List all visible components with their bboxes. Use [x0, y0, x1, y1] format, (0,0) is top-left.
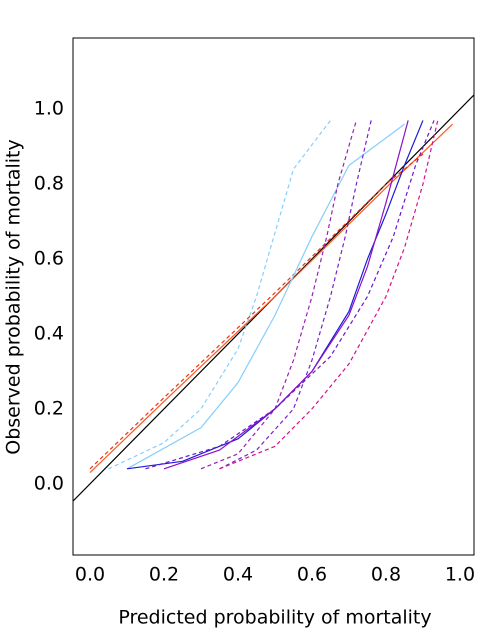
series-line — [145, 120, 435, 470]
y-tick-label: 0.0 — [34, 472, 64, 494]
series-line — [200, 120, 357, 470]
x-tick-label: 0.2 — [149, 564, 179, 586]
series-line — [108, 120, 331, 470]
y-tick-label: 1.0 — [34, 98, 64, 120]
y-axis-label: Observed probability of mortality — [3, 139, 25, 455]
y-tick-label: 0.2 — [34, 397, 64, 419]
series-line — [126, 120, 424, 470]
series-line — [219, 120, 439, 470]
y-tick-label: 0.8 — [34, 173, 64, 195]
series-line — [89, 153, 424, 470]
x-tick-label: 1.0 — [445, 564, 475, 586]
plot-frame — [72, 37, 475, 556]
y-tick-label: 0.4 — [34, 322, 64, 344]
x-tick-label: 0.8 — [371, 564, 401, 586]
x-tick-label: 0.6 — [297, 564, 327, 586]
series-line — [219, 120, 372, 470]
x-axis-label: Predicted probability of mortality — [118, 607, 431, 629]
series-line — [126, 123, 405, 470]
series-line — [89, 123, 453, 474]
series-line — [163, 120, 409, 470]
y-tick-label: 0.6 — [34, 248, 64, 270]
x-tick-label: 0.4 — [223, 564, 253, 586]
x-tick-label: 0.0 — [75, 564, 105, 586]
